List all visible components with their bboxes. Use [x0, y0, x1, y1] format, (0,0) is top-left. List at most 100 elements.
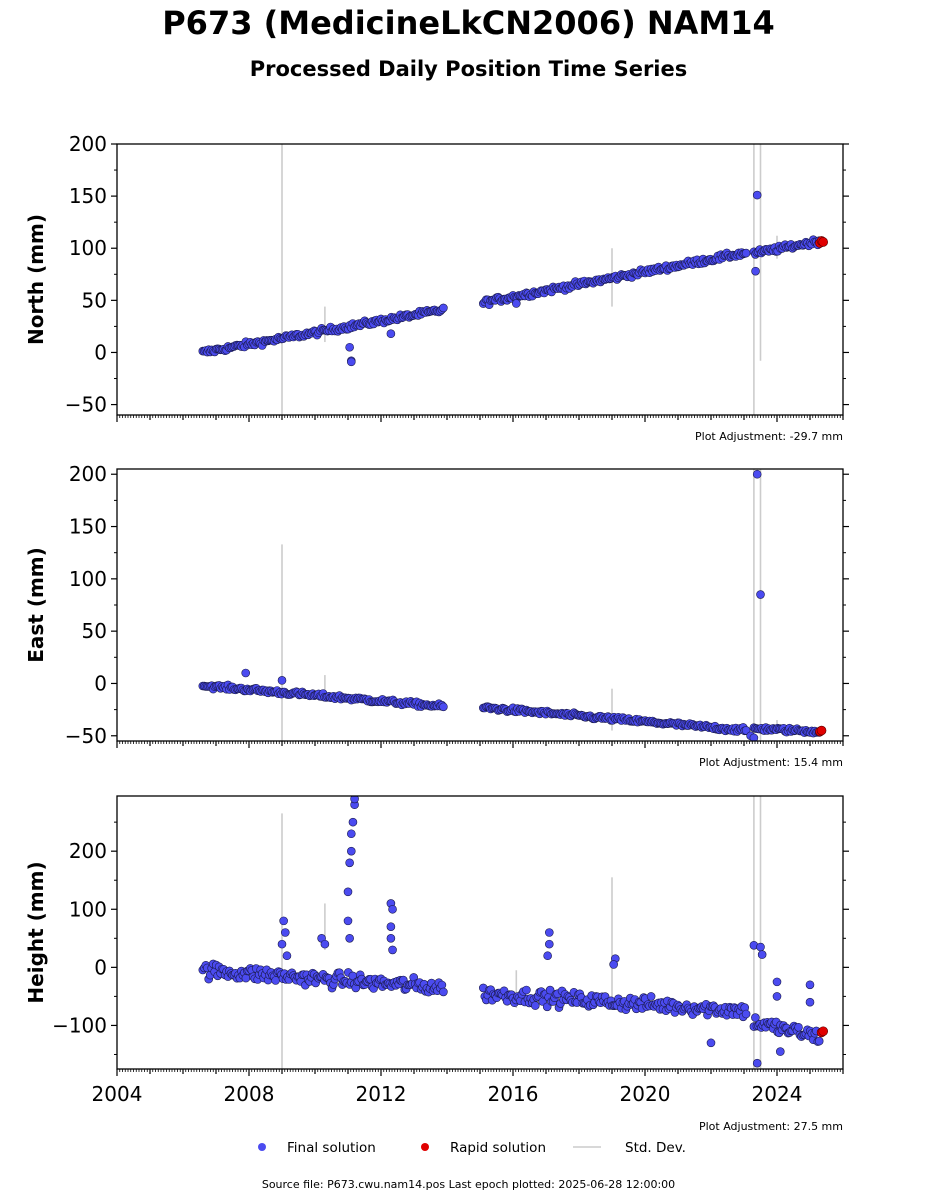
panel-north: −50 0 50 100 150 200 North (mm) Plot Adjustment… — [24, 132, 849, 443]
rapid-solution-point — [818, 1026, 829, 1037]
y-axis-label: East (mm) — [24, 547, 48, 663]
legend-item: Std. Dev. — [573, 1140, 686, 1156]
final-solution-point — [345, 342, 354, 352]
x-tick-label: 2020 — [620, 1082, 671, 1106]
final-solution-point — [522, 985, 531, 995]
x-tick-label: 2008 — [224, 1082, 275, 1106]
y-axis-label: North (mm) — [24, 214, 48, 345]
final-solution-point — [646, 992, 656, 1001]
axes-frame — [116, 143, 844, 416]
final-solution-point — [439, 987, 448, 997]
legend-marker-swatch — [258, 1143, 266, 1151]
final-solution-point — [751, 266, 760, 276]
chart-subtitle: Processed Daily Position Time Series — [249, 57, 688, 81]
legend-item: Rapid solution — [421, 1140, 546, 1156]
y-tick-label: −50 — [65, 724, 107, 748]
final-solution-point — [756, 590, 765, 599]
y-tick-label: 100 — [69, 567, 107, 591]
final-solution-point — [609, 960, 618, 969]
final-solution-point — [544, 939, 554, 949]
y-tick-label: 100 — [69, 897, 107, 921]
final-solution-point — [741, 248, 751, 258]
final-solution-point — [772, 977, 782, 987]
final-solution-point — [775, 1047, 785, 1056]
final-solution-point — [388, 904, 397, 914]
legend-marker-swatch — [421, 1143, 429, 1151]
panel-height: −100 0 100 200 2004 2008 2012 2016 2020 2024 Heigh… — [24, 795, 849, 1133]
final-solution-point — [772, 992, 782, 1001]
rapid-solution-point — [818, 237, 829, 247]
final-solution-point — [277, 676, 287, 685]
final-solution-point — [345, 858, 354, 868]
legend: Final solution Rapid solution Std. Dev. — [258, 1140, 686, 1156]
axes-frame — [116, 468, 844, 742]
legend-item: Final solution — [258, 1140, 376, 1156]
final-solution-point — [530, 1001, 540, 1010]
final-solution-point — [752, 190, 762, 200]
chart-title: P673 (MedicineLkCN2006) NAM14 — [162, 4, 775, 42]
final-solution-point — [277, 939, 287, 949]
y-axis-label: Height (mm) — [24, 861, 48, 1003]
y-tick-label: 0 — [94, 340, 107, 364]
plot-adjustment-label: Plot Adjustment: 15.4 mm — [699, 756, 843, 769]
source-footer: Source file: P673.cwu.nam14.pos Last epo… — [262, 1178, 675, 1191]
final-solution-point — [439, 702, 448, 712]
x-tick-label: 2012 — [356, 1082, 407, 1106]
legend-label: Std. Dev. — [625, 1140, 686, 1156]
final-solution-point — [343, 916, 353, 926]
final-solution-point — [794, 1023, 803, 1032]
final-solution-point — [279, 916, 288, 926]
plot-area-north — [198, 144, 829, 415]
final-solution-point — [345, 934, 354, 943]
final-solution-point — [545, 985, 555, 995]
legend-label: Final solution — [287, 1140, 376, 1156]
plot-adjustment-label: Plot Adjustment: -29.7 mm — [695, 430, 843, 443]
x-tick-label: 2004 — [92, 1082, 143, 1106]
plot-adjustment-label: Plot Adjustment: 27.5 mm — [699, 1120, 843, 1133]
y-tick-label: 0 — [94, 955, 107, 979]
final-solution-point — [282, 951, 292, 961]
final-solution-point — [814, 1036, 824, 1046]
final-solution-point — [805, 997, 815, 1007]
y-tick-label: 100 — [69, 236, 107, 260]
y-tick-label: 0 — [94, 671, 107, 695]
final-solution-point — [706, 1038, 716, 1048]
final-solution-point — [544, 928, 554, 937]
x-tick-label: 2024 — [752, 1082, 803, 1106]
final-solution-point — [350, 796, 359, 804]
final-solution-point — [241, 973, 251, 983]
final-solution-point — [280, 928, 290, 937]
final-solution-point — [241, 668, 250, 678]
final-solution-point — [346, 829, 356, 839]
plot-area-height — [198, 796, 829, 1069]
final-solution-point — [388, 945, 397, 955]
final-solution-point — [320, 939, 330, 949]
final-solution-point — [741, 1009, 751, 1019]
final-solution-point — [346, 357, 356, 367]
final-solution-point — [543, 951, 552, 961]
final-solution-point — [511, 299, 521, 308]
axes-frame — [116, 795, 844, 1070]
final-solution-point — [749, 733, 759, 741]
final-solution-point — [805, 980, 815, 990]
final-solution-point — [271, 976, 280, 985]
final-solution-point — [437, 980, 447, 990]
x-tick-label: 2016 — [488, 1082, 539, 1106]
final-solution-point — [386, 922, 396, 931]
y-tick-label: 150 — [69, 184, 107, 208]
panel-east: −50 0 50 100 150 200 East (mm) Plot Adjustment:… — [24, 462, 849, 769]
y-tick-label: 200 — [69, 132, 107, 156]
final-solution-point — [756, 942, 765, 952]
y-tick-label: 150 — [69, 515, 107, 539]
final-solution-point — [348, 817, 358, 827]
rapid-solution-point — [816, 725, 827, 736]
final-solution-point — [439, 303, 448, 313]
y-tick-label: 50 — [82, 288, 107, 312]
final-solution-point — [757, 950, 767, 959]
y-tick-label: 50 — [82, 619, 107, 643]
final-solution-point — [751, 1013, 760, 1022]
final-solution-point — [752, 469, 762, 479]
final-solution-point — [346, 846, 356, 856]
y-tick-label: −50 — [65, 393, 107, 417]
